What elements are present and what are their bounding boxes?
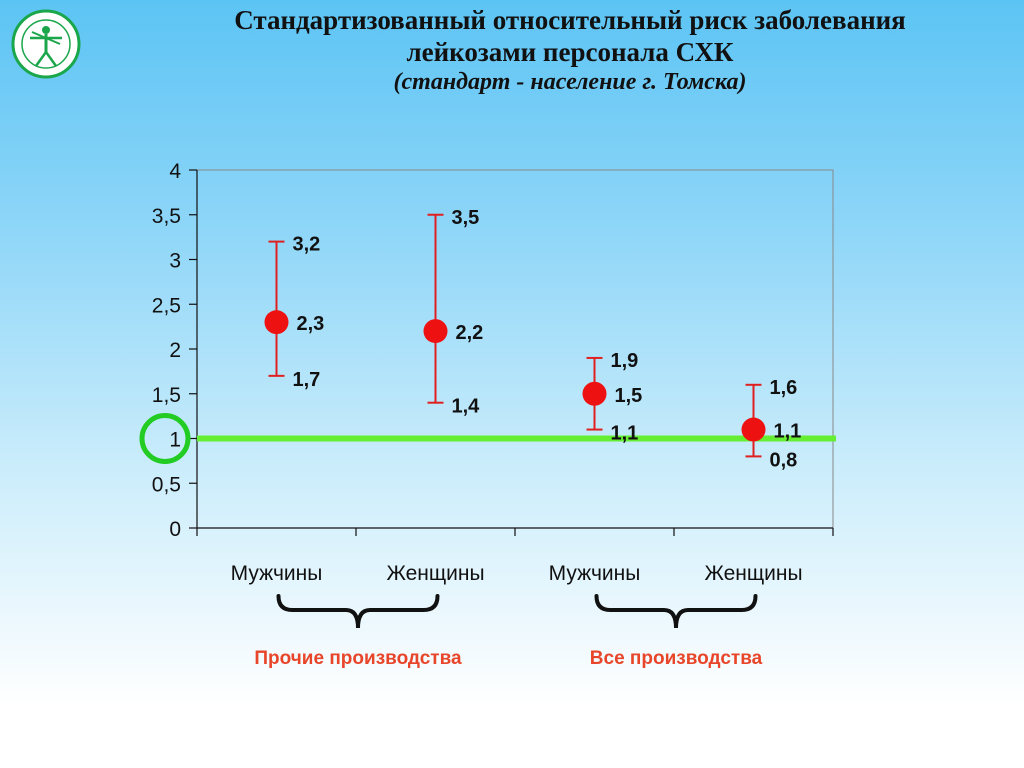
title-line-2: лейкозами персонала СХК [406,37,734,67]
upper-bound-label: 3,2 [293,234,321,256]
data-point [582,381,607,406]
value-label: 1,1 [774,421,802,443]
logo-emblem-icon [10,8,82,80]
data-point [741,417,766,442]
value-label: 2,2 [456,322,484,344]
slide-subtitle: (стандарт - население г. Томска) [393,69,747,95]
category-label: Мужчины [549,562,641,585]
value-label: 2,3 [297,313,325,335]
category-label: Женщины [704,562,802,585]
data-point [264,310,289,335]
upper-bound-label: 1,9 [611,350,639,372]
group-brace [594,594,758,629]
slide-title: Стандартизованный относительный риск заб… [120,4,1020,96]
lower-bound-label: 0,8 [770,449,798,471]
group-brace [276,594,440,629]
y-tick-label: 4 [169,160,181,183]
lower-bound-label: 1,1 [611,423,639,445]
y-tick-label: 2,5 [152,294,181,317]
upper-bound-label: 3,5 [452,207,480,229]
y-tick-label: 0 [169,518,181,541]
data-point [423,319,448,344]
category-label: Женщины [386,562,484,585]
y-tick-label: 2 [169,339,181,362]
group-label: Прочие производства [254,648,462,669]
lower-bound-label: 1,7 [293,369,321,391]
lower-bound-label: 1,4 [452,396,481,418]
value-label: 1,5 [615,385,643,407]
y-tick-label: 3,5 [152,205,181,228]
upper-bound-label: 1,6 [770,377,798,399]
title-line-1: Стандартизованный относительный риск заб… [234,5,906,35]
category-label: Мужчины [231,562,323,585]
y-tick-label: 3 [169,250,181,273]
y-tick-label: 1,5 [152,384,181,407]
group-label: Все производства [589,648,763,669]
y-tick-label: 0,5 [152,473,181,496]
y-tick-label: 1 [169,429,181,452]
plot-frame [196,169,834,529]
highlight-circle [139,413,191,464]
